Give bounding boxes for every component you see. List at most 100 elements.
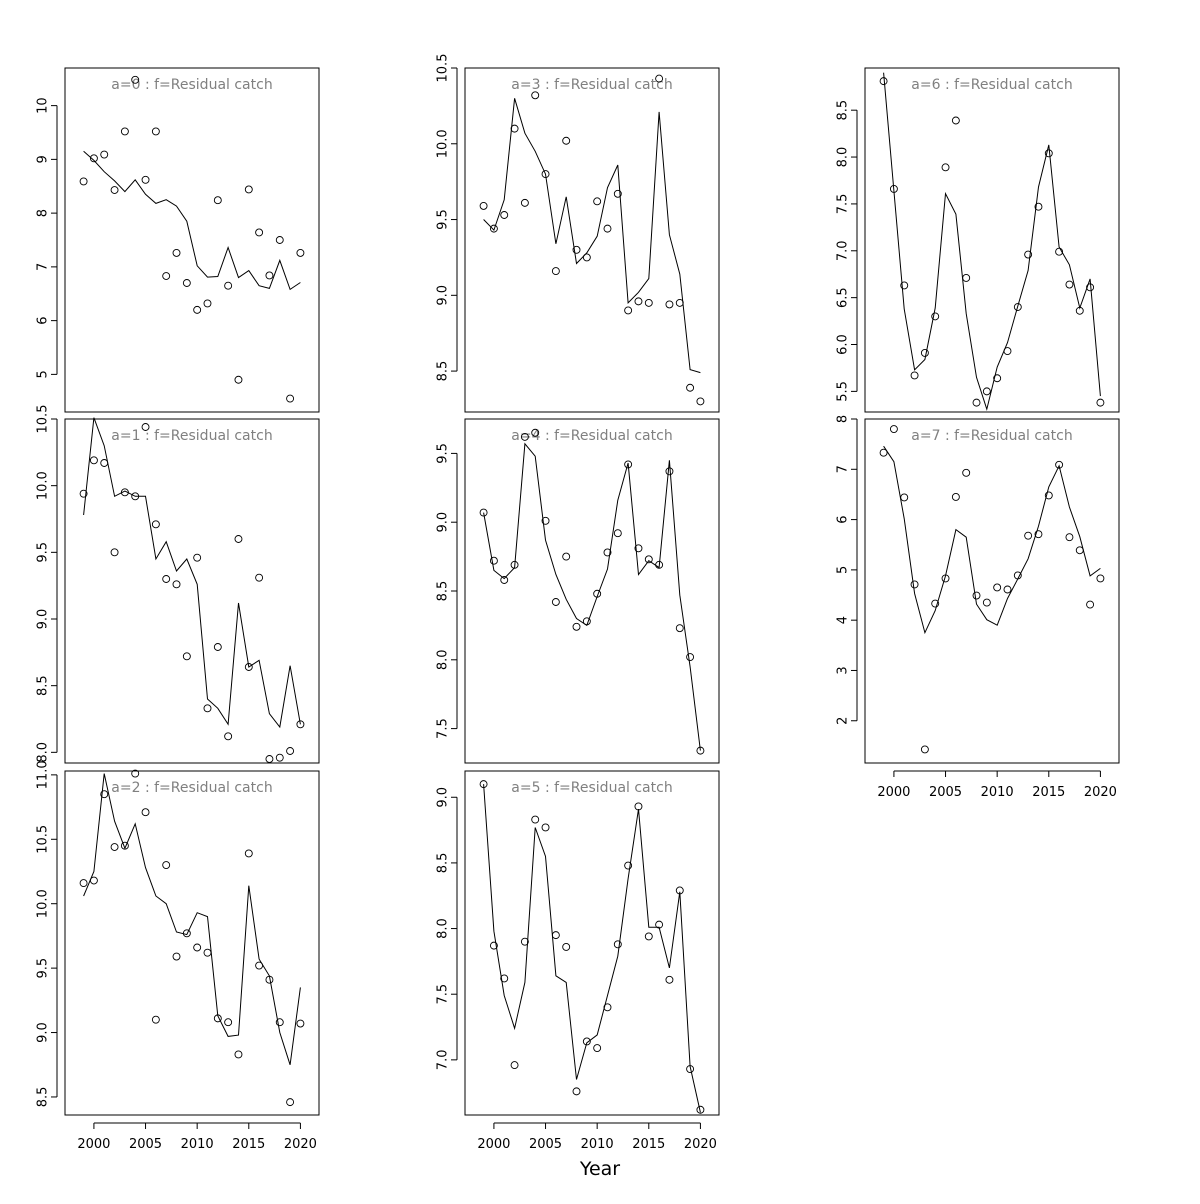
y-tick-label: 9.0 xyxy=(436,285,451,306)
observed-point xyxy=(562,942,571,951)
observed-point xyxy=(141,808,150,817)
observed-point xyxy=(255,961,264,970)
fitted-series-line xyxy=(483,98,701,374)
observed-point xyxy=(582,253,591,262)
observed-point xyxy=(489,941,498,950)
y-tick-label: 2 xyxy=(836,717,851,725)
y-tick-label: 10.5 xyxy=(36,825,51,854)
observed-point xyxy=(100,150,109,159)
observed-point xyxy=(1044,491,1053,500)
observed-point xyxy=(265,271,274,280)
observed-point xyxy=(224,732,233,741)
panel-frame xyxy=(864,67,1120,413)
y-tick-label: 7.0 xyxy=(836,240,851,261)
y-tick-label: 8.5 xyxy=(36,1087,51,1108)
observed-point xyxy=(696,397,705,406)
observed-point xyxy=(665,467,674,476)
observed-point xyxy=(889,184,898,193)
x-tick-label: 2000 xyxy=(877,785,910,800)
fitted-series-line xyxy=(483,442,701,751)
y-tick-label: 8.5 xyxy=(436,361,451,382)
observed-point xyxy=(151,520,160,529)
observed-point xyxy=(255,228,264,237)
panel-title: a=6 : f=Residual catch xyxy=(911,77,1072,93)
observed-point xyxy=(644,555,653,564)
observed-point xyxy=(151,1015,160,1024)
y-tick-label: 8.5 xyxy=(836,100,851,121)
observed-point xyxy=(489,224,498,233)
observed-point xyxy=(131,769,140,778)
y-tick-label: 8.0 xyxy=(36,742,51,763)
observed-point xyxy=(213,1014,222,1023)
observed-point xyxy=(982,387,991,396)
observed-point xyxy=(889,425,898,434)
observed-point xyxy=(255,573,264,582)
panel-title: a=1 : f=Residual catch xyxy=(111,428,272,444)
observed-point xyxy=(613,529,622,538)
observed-point xyxy=(110,843,119,851)
observed-point xyxy=(920,745,929,754)
observed-point xyxy=(479,201,488,210)
observed-point xyxy=(665,975,674,984)
x-axis-label: Year xyxy=(579,1158,621,1180)
y-tick-label: 4 xyxy=(836,616,851,624)
observed-point xyxy=(500,974,509,983)
observed-point xyxy=(593,1044,602,1052)
observed-point xyxy=(151,127,160,136)
observed-point xyxy=(520,198,529,207)
observed-point xyxy=(1003,347,1012,356)
observed-point xyxy=(572,622,581,631)
observed-point xyxy=(910,580,919,589)
observed-point xyxy=(265,975,274,984)
y-tick-label: 10.0 xyxy=(36,471,51,500)
observed-point xyxy=(541,823,550,832)
panel-frame xyxy=(64,67,320,413)
observed-point xyxy=(244,185,253,194)
observed-point xyxy=(182,279,191,287)
observed-point xyxy=(286,1098,295,1107)
x-tick-label: 2020 xyxy=(684,1137,717,1152)
observed-point xyxy=(182,929,191,938)
panel-frame xyxy=(464,67,720,413)
y-tick-label: 7.5 xyxy=(436,984,451,1005)
observed-point xyxy=(613,189,622,198)
observed-point xyxy=(162,272,171,280)
observed-point xyxy=(286,747,295,755)
observed-point xyxy=(696,1105,705,1114)
observed-point xyxy=(634,802,643,811)
y-tick-label: 8.5 xyxy=(436,853,451,874)
observed-point xyxy=(203,299,212,308)
observed-point xyxy=(193,305,202,314)
observed-point xyxy=(141,423,150,431)
observed-point xyxy=(120,841,129,850)
observed-point xyxy=(551,267,560,276)
panel-a4: 7.5 8.0 8.5 9.0 9.5 a=4 : f=Residual catch xyxy=(436,418,720,764)
x-tick-label: 2005 xyxy=(529,1137,562,1152)
observed-point xyxy=(1055,460,1064,469)
y-tick-label: 9.0 xyxy=(436,787,451,808)
observed-point xyxy=(644,932,653,941)
y-tick-label: 9.0 xyxy=(36,609,51,630)
observed-point xyxy=(572,245,581,254)
observed-point xyxy=(931,599,940,608)
observed-point xyxy=(1003,585,1012,594)
observed-point xyxy=(224,1018,233,1027)
observed-point xyxy=(624,861,633,870)
observed-point xyxy=(234,1050,243,1059)
observed-point xyxy=(1096,574,1105,583)
observed-point xyxy=(951,493,960,501)
observed-point xyxy=(89,154,98,163)
observed-point xyxy=(1024,531,1033,540)
observed-point xyxy=(520,432,529,441)
y-tick-label: 5.5 xyxy=(836,381,851,402)
y-tick-label: 10.0 xyxy=(36,889,51,918)
observed-point xyxy=(510,1061,519,1070)
fitted-series-line xyxy=(83,773,301,1065)
observed-point xyxy=(562,136,571,145)
panel-title: a=5 : f=Residual catch xyxy=(511,780,672,796)
x-tick-label: 2010 xyxy=(581,1137,614,1152)
observed-point xyxy=(79,489,88,498)
y-tick-label: 6 xyxy=(36,316,51,324)
y-tick-label: 9.5 xyxy=(436,209,451,230)
y-tick-label: 6 xyxy=(836,515,851,523)
